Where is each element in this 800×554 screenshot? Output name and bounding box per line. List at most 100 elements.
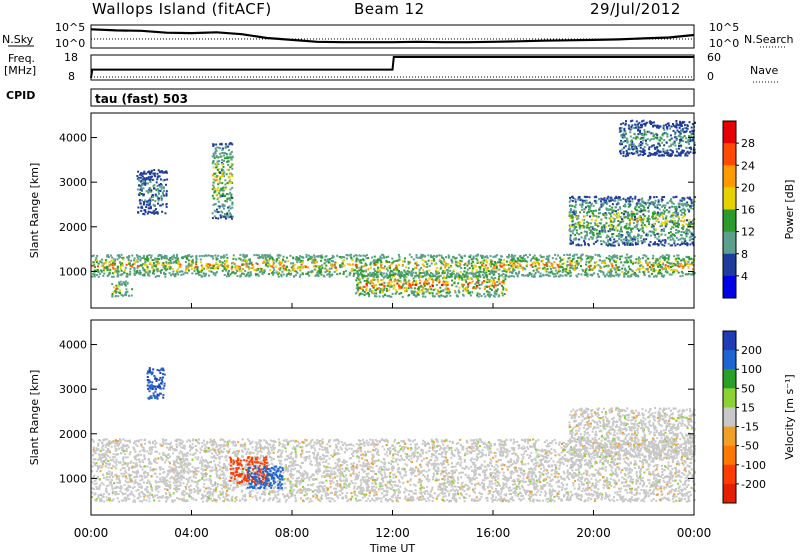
power-cells-cell <box>389 275 391 278</box>
power-cells-cell <box>587 243 590 246</box>
power-cells-cell <box>657 221 660 223</box>
power-cells-cell <box>119 274 122 277</box>
power-cells-cell <box>395 289 398 292</box>
power-cells-cell <box>514 266 517 269</box>
power-cells-cell <box>102 274 105 277</box>
power-cells-cell <box>634 126 637 129</box>
power-cells-cell <box>126 273 129 276</box>
power-cells-cell <box>660 223 663 225</box>
freq-unit: [MHz] <box>4 64 37 77</box>
power-cells-cell <box>648 230 651 233</box>
power-cells-cell <box>658 235 661 238</box>
power-cells-cell <box>372 276 375 278</box>
power-cells-cell <box>645 133 648 136</box>
power-cells-cell <box>618 127 621 130</box>
power-cells-cell <box>355 265 358 268</box>
power-cells-cell <box>610 244 613 247</box>
power-cells-cell <box>97 275 100 278</box>
power-cells-cell <box>213 172 216 175</box>
power-cells-cell <box>324 258 327 261</box>
power-cells-cell <box>641 242 644 245</box>
power-cells-cell <box>281 261 283 264</box>
power-cells-cell <box>519 259 521 262</box>
power-cells-cell <box>645 238 648 241</box>
power-cells-cell <box>147 182 150 185</box>
power-cells-cell <box>626 243 629 246</box>
power-cells-cell <box>500 284 503 287</box>
power-cells-cell <box>228 175 231 178</box>
power-cells-cell <box>407 287 410 290</box>
power-cells-cell <box>677 124 680 127</box>
power-cells-cell <box>215 256 218 259</box>
power-cells-cell <box>466 272 469 275</box>
power-cells-cell <box>410 291 413 294</box>
power-cells-cell <box>300 263 303 266</box>
power-cells-cell <box>654 215 657 218</box>
power-cells-cell <box>212 184 215 187</box>
freq-panel-frame <box>90 54 695 81</box>
power-cells-cell <box>248 262 251 265</box>
power-cells-cell <box>622 242 625 245</box>
power-cells-cell <box>185 267 188 270</box>
power-cells-cell <box>631 214 634 217</box>
power-cells-cell <box>454 290 456 292</box>
power-cells-cell <box>451 279 453 282</box>
power-cells-cell <box>200 271 203 274</box>
power-cells-cell <box>664 241 667 244</box>
freq-tick-top: 18 <box>64 51 78 64</box>
power-cells-cell <box>676 150 678 153</box>
power-cells-cell <box>588 207 591 210</box>
power-cells-cell <box>476 253 479 256</box>
power-cells-cell <box>463 276 466 279</box>
power-cells-cell <box>684 240 687 243</box>
cpid-value: tau (fast) 503 <box>95 92 188 106</box>
power-cells-cell <box>346 263 349 266</box>
power-cells-cell <box>568 224 571 227</box>
power-cells-cell <box>580 236 583 239</box>
power-cells-cell <box>232 257 235 260</box>
power-cells-cell <box>660 224 663 227</box>
power-cells-cell <box>688 258 691 261</box>
power-cells-cell <box>458 262 461 265</box>
power-cells-cell <box>229 188 232 191</box>
power-cells-cell <box>548 275 551 277</box>
power-cells-cell <box>271 272 274 275</box>
power-cells-cell <box>609 223 612 226</box>
power-cells-cell <box>684 237 686 240</box>
power-cells-cell <box>147 177 149 180</box>
power-cells-cell <box>386 269 389 272</box>
power-cells-cell <box>156 274 159 277</box>
power-cells-cell <box>124 280 127 283</box>
power-cells-cell <box>678 203 680 206</box>
power-cells-cell <box>644 209 647 212</box>
power-cells-cell <box>215 162 218 165</box>
power-cells-cell <box>190 265 193 268</box>
power-cells-cell <box>661 274 664 277</box>
power-cells-cell <box>145 203 148 206</box>
power-cells-cell <box>236 264 239 267</box>
power-cells-cell <box>659 136 662 139</box>
power-cells-cell <box>538 266 541 269</box>
power-cells-cell <box>647 270 650 273</box>
power-cells-cell <box>379 288 382 290</box>
power-cells-cell <box>231 217 233 220</box>
power-cells-cell <box>408 282 411 285</box>
power-cells-cell <box>153 173 156 176</box>
power-cells-cell <box>642 254 645 257</box>
power-cells-cell <box>153 204 156 207</box>
power-cells-cell <box>441 271 444 274</box>
power-cells-cell <box>543 266 546 269</box>
power-cells-cell <box>627 214 630 217</box>
power-cells-cell <box>232 254 235 257</box>
power-cells-cell <box>483 265 486 268</box>
power-cells-cell <box>590 202 593 205</box>
power-cells-cell <box>536 267 539 270</box>
power-cells-cell <box>679 140 682 143</box>
power-cells-cell <box>141 175 144 178</box>
power-cells-cell <box>628 224 631 226</box>
power-cells-cell <box>261 254 264 257</box>
power-cells-cell <box>599 222 602 225</box>
power-cells-cell <box>281 265 284 268</box>
power-cells-cell <box>203 275 206 278</box>
power-cells-cell <box>458 286 461 289</box>
